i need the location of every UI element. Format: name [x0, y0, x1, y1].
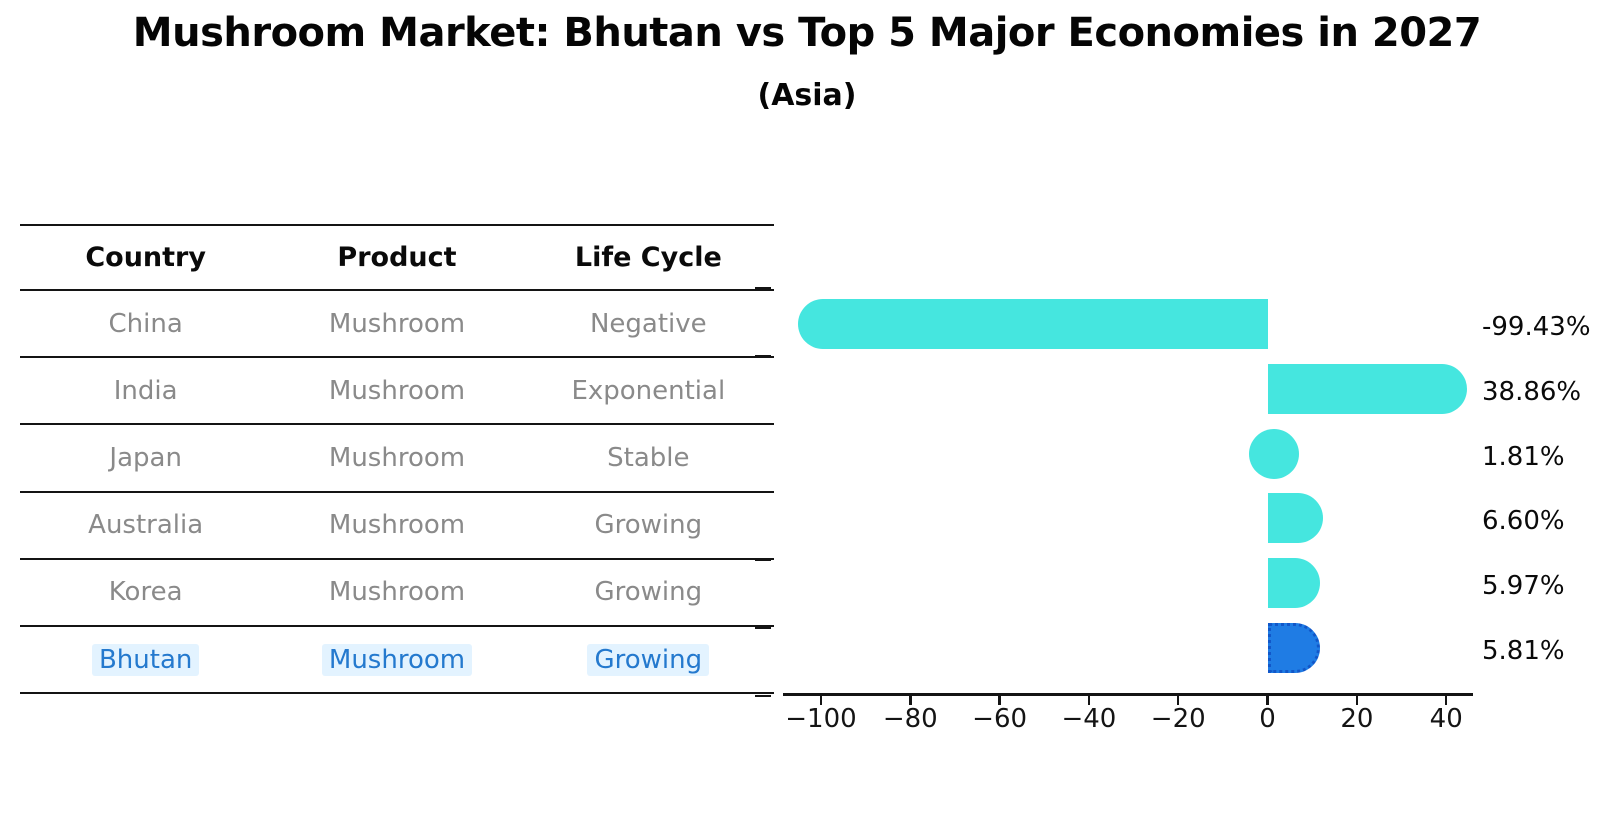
table-cell-life-cycle: Exponential	[523, 376, 774, 406]
table-cell-life-cycle: Growing	[523, 577, 774, 607]
x-tick-mark	[998, 695, 1001, 705]
x-tick-label: 20	[1340, 704, 1374, 734]
table-cell-text: Japan	[109, 442, 182, 473]
table-cell-life-cycle: Stable	[523, 443, 774, 473]
y-tick-mark	[755, 491, 771, 493]
table-cell-country: India	[20, 376, 271, 406]
y-tick-mark	[755, 355, 771, 357]
chart-subtitle: (Asia)	[757, 78, 857, 113]
table-cell-text: Mushroom	[328, 510, 466, 541]
y-tick-mark	[755, 559, 771, 561]
x-tick-mark	[819, 695, 823, 705]
table-cell-text: Mushroom	[328, 375, 466, 406]
x-tick-mark	[1444, 695, 1448, 705]
table-cell-text: Bhutan	[91, 643, 200, 676]
table-header-life-cycle: Life Cycle	[574, 242, 722, 273]
x-tick-label: −20	[1150, 704, 1206, 734]
bar-india	[1267, 363, 1468, 414]
table-row-korea: Korea Mushroom Growing	[20, 557, 774, 625]
chart-title: Mushroom Market: Bhutan vs Top 5 Major E…	[132, 10, 1482, 56]
y-tick-mark	[755, 695, 771, 697]
value-label-china: -99.43%	[1482, 312, 1591, 342]
y-tick-mark	[755, 627, 771, 629]
table-cell-text: Exponential	[571, 375, 726, 406]
value-label-japan: 1.81%	[1482, 441, 1565, 472]
x-tick-label: −60	[972, 704, 1028, 734]
table-cell-country: Korea	[20, 577, 271, 607]
x-tick-mark	[1087, 695, 1091, 705]
table-cell-country: Bhutan	[20, 643, 271, 676]
table-cell-country: China	[20, 309, 271, 339]
x-tick-label: 40	[1429, 704, 1463, 734]
table-cell-product: Mushroom	[271, 309, 522, 339]
table-cell-text: Korea	[108, 577, 183, 608]
y-tick-mark	[755, 423, 771, 425]
table-cell-text: Mushroom	[321, 643, 473, 676]
country-table: Country Product Life Cycle China Mushroom…	[20, 224, 774, 695]
table-cell-life-cycle: Negative	[523, 309, 774, 339]
x-tick-label: −40	[1061, 704, 1117, 734]
bar-japan	[1248, 428, 1299, 479]
bar-china	[797, 299, 1268, 349]
x-tick-mark	[1355, 695, 1359, 705]
table-cell-life-cycle: Growing	[523, 643, 774, 676]
table-cell-text: China	[108, 308, 183, 339]
table-cell-text: Growing	[587, 643, 710, 676]
table-header-row: Country Product Life Cycle	[20, 224, 774, 289]
table-row-china: China Mushroom Negative	[20, 289, 774, 356]
bar-australia	[1267, 493, 1324, 544]
x-tick-mark	[909, 695, 912, 705]
x-tick-label: 0	[1259, 704, 1276, 734]
value-label-australia: 6.60%	[1482, 506, 1565, 537]
table-body: China Mushroom Negative India Mushroom Expone…	[20, 289, 774, 695]
table-cell-text: Stable	[607, 442, 690, 473]
table-header-country: Country	[85, 242, 206, 273]
table-cell-text: Negative	[589, 308, 707, 339]
table-header-product: Product	[337, 242, 457, 273]
x-tick-mark	[1266, 695, 1269, 705]
table-cell-product: Mushroom	[271, 643, 522, 676]
bar-bhutan	[1267, 623, 1320, 673]
table-cell-country: Australia	[20, 510, 271, 540]
x-axis-line	[783, 693, 1473, 696]
table-cell-text: India	[113, 375, 178, 406]
table-cell-product: Mushroom	[271, 577, 522, 607]
table-row-bhutan: Bhutan Mushroom Growing	[20, 624, 774, 695]
table-cell-text: Mushroom	[328, 308, 466, 339]
value-label-bhutan: 5.81%	[1482, 636, 1565, 666]
table-cell-product: Mushroom	[271, 510, 522, 540]
table-cell-text: Growing	[594, 577, 703, 608]
table-cell-product: Mushroom	[271, 443, 522, 473]
table-row-india: India Mushroom Exponential	[20, 356, 774, 423]
table-cell-country: Japan	[20, 443, 271, 473]
table-cell-text: Growing	[594, 510, 703, 541]
value-label-korea: 5.97%	[1482, 571, 1565, 602]
table-cell-text: Australia	[88, 510, 204, 541]
value-label-india: 38.86%	[1482, 376, 1582, 407]
table-cell-product: Mushroom	[271, 376, 522, 406]
y-tick-mark	[755, 287, 771, 289]
x-tick-mark	[1176, 695, 1180, 705]
table-cell-text: Mushroom	[328, 442, 466, 473]
bar-korea	[1267, 558, 1321, 609]
x-tick-label: −80	[882, 704, 938, 734]
table-row-australia: Australia Mushroom Growing	[20, 490, 774, 558]
table-cell-text: Mushroom	[328, 577, 466, 608]
table-row-japan: Japan Mushroom Stable	[20, 423, 774, 490]
x-tick-label: −100	[785, 704, 857, 734]
table-cell-life-cycle: Growing	[523, 510, 774, 540]
